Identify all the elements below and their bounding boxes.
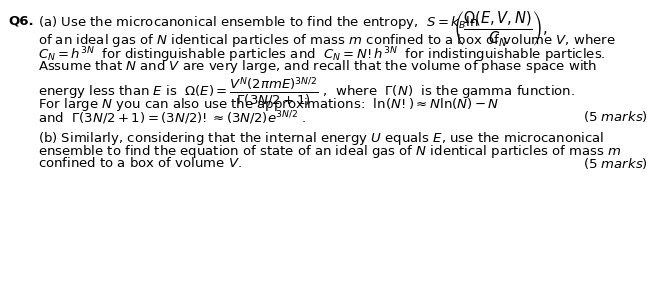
Text: (a) Use the microcanonical ensemble to find the entropy,  $S = k_B \ln$: (a) Use the microcanonical ensemble to f… bbox=[38, 14, 478, 31]
Text: energy less than $E$ is  $\Omega(E) = \dfrac{V^N (2\pi m E)^{3N/2}}{\Gamma(3N/2+: energy less than $E$ is $\Omega(E) = \df… bbox=[38, 75, 575, 108]
Text: ensemble to find the equation of state of an ideal gas of $N$ identical particle: ensemble to find the equation of state o… bbox=[38, 143, 622, 160]
Text: $(5\ marks)$: $(5\ marks)$ bbox=[583, 156, 648, 171]
Text: $C_N = h^{3N}$  for distinguishable particles and  $C_N = N!h^{3N}$  for indisti: $C_N = h^{3N}$ for distinguishable parti… bbox=[38, 45, 606, 65]
Text: $\left(\dfrac{\Omega(E,V,N)}{C_N}\right),$: $\left(\dfrac{\Omega(E,V,N)}{C_N}\right)… bbox=[453, 9, 548, 48]
Text: and  $\Gamma(3N/2+1) = (3N/2)!\approx (3N/2)e^{3N/2}$ .: and $\Gamma(3N/2+1) = (3N/2)!\approx (3N… bbox=[38, 109, 307, 127]
Text: Assume that $N$ and $V$ are very large, and recall that the volume of phase spac: Assume that $N$ and $V$ are very large, … bbox=[38, 58, 597, 75]
Text: (b) Similarly, considering that the internal energy $U$ equals $E$, use the micr: (b) Similarly, considering that the inte… bbox=[38, 130, 605, 147]
Text: of an ideal gas of $N$ identical particles of mass $m$ confined to a box of volu: of an ideal gas of $N$ identical particl… bbox=[38, 32, 616, 49]
Text: Q6.: Q6. bbox=[8, 14, 34, 27]
Text: $(5\ marks)$: $(5\ marks)$ bbox=[583, 109, 648, 124]
Text: For large $N$ you can also use the approximations:  $\ln(N!) \approx N\ln(N) - N: For large $N$ you can also use the appro… bbox=[38, 96, 500, 113]
Text: confined to a box of volume $V$.: confined to a box of volume $V$. bbox=[38, 156, 242, 170]
